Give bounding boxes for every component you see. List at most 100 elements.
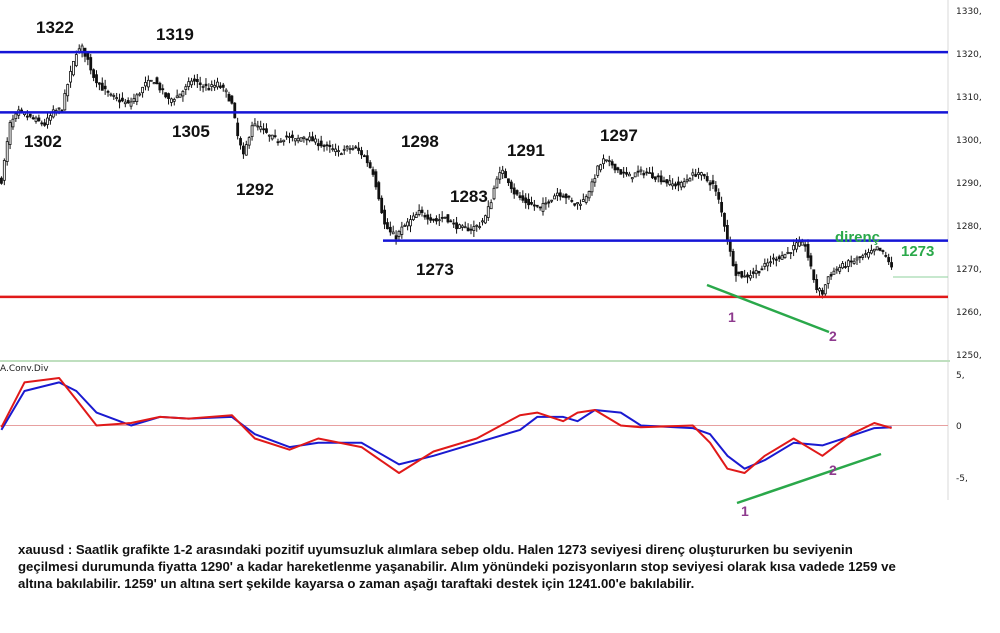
candle-body bbox=[725, 225, 729, 241]
candle-body bbox=[100, 82, 104, 91]
candle-body bbox=[858, 256, 862, 259]
candle-body bbox=[218, 85, 222, 88]
candle-body bbox=[777, 256, 781, 260]
candle-body bbox=[622, 171, 626, 174]
candle-body bbox=[674, 183, 677, 187]
candle-body bbox=[504, 171, 507, 179]
candle-body bbox=[46, 117, 49, 125]
candle-body bbox=[158, 82, 162, 91]
candle-body bbox=[426, 214, 430, 220]
candle-body bbox=[697, 172, 700, 175]
candle-body bbox=[316, 143, 320, 147]
candle-body bbox=[806, 244, 810, 258]
candle-body bbox=[815, 279, 819, 291]
candle-body bbox=[754, 270, 758, 275]
candle-body bbox=[72, 60, 75, 76]
candle-body bbox=[841, 263, 844, 269]
candle-body bbox=[763, 263, 767, 267]
resistance-value-label: 1273 bbox=[901, 243, 934, 260]
candle-body bbox=[613, 163, 617, 171]
candle-body bbox=[849, 260, 853, 263]
candle-body bbox=[838, 267, 842, 272]
candle-body bbox=[633, 172, 637, 178]
candle-body bbox=[201, 85, 205, 88]
candle-body bbox=[262, 128, 265, 131]
candle-body bbox=[821, 289, 824, 295]
candle-body bbox=[619, 169, 623, 175]
candle-body bbox=[630, 177, 634, 180]
candle-body bbox=[155, 77, 159, 85]
candle-body bbox=[443, 216, 447, 219]
candle-body bbox=[57, 107, 61, 110]
candle-body bbox=[302, 136, 306, 139]
candle-body bbox=[492, 187, 496, 200]
candle-body bbox=[190, 80, 193, 86]
candle-body bbox=[723, 212, 726, 227]
candle-body bbox=[149, 79, 153, 82]
candle-body bbox=[339, 153, 343, 156]
chart: 1330, 1320, 1310, 1300, 1290, 1280, 1270… bbox=[0, 0, 982, 519]
candle-body bbox=[403, 225, 407, 227]
candle-body bbox=[829, 274, 833, 277]
price-tick: 1270, bbox=[956, 265, 982, 275]
candle-body bbox=[861, 255, 865, 258]
candle-body bbox=[532, 204, 536, 207]
candle-body bbox=[256, 125, 260, 128]
candle-body bbox=[521, 195, 525, 201]
candle-body bbox=[331, 148, 335, 151]
candle-body bbox=[342, 148, 346, 151]
candle-body bbox=[146, 79, 150, 88]
commentary-line: xauusd : Saatlik grafikte 1-2 arasındaki… bbox=[18, 542, 853, 557]
level-label-1297: 1297 bbox=[600, 126, 638, 145]
candle-body bbox=[37, 117, 41, 122]
candle-body bbox=[590, 181, 594, 193]
candle-body bbox=[846, 260, 850, 267]
price-tick: 1310, bbox=[956, 93, 982, 103]
candle-body bbox=[469, 228, 473, 231]
candle-body bbox=[420, 209, 424, 213]
candle-body bbox=[239, 138, 242, 146]
candle-body bbox=[328, 144, 332, 148]
candle-body bbox=[823, 284, 827, 295]
candle-body bbox=[11, 118, 15, 128]
commentary-line: geçilmesi durumunda fiyatta 1290' a kada… bbox=[18, 559, 896, 574]
candle-body bbox=[651, 172, 654, 179]
candle-body bbox=[123, 101, 127, 105]
candle-body bbox=[887, 257, 891, 263]
candle-body bbox=[169, 98, 173, 103]
candle-body bbox=[812, 269, 816, 281]
candle-body bbox=[161, 88, 165, 91]
candle-body bbox=[671, 183, 675, 187]
candle-body bbox=[844, 266, 847, 268]
candle-body bbox=[475, 224, 479, 227]
candle-body bbox=[380, 197, 384, 214]
candle-body bbox=[717, 192, 721, 200]
candle-body bbox=[783, 253, 787, 259]
level-label-1283: 1283 bbox=[450, 187, 488, 206]
candle-body bbox=[746, 274, 749, 278]
candle-body bbox=[665, 179, 669, 184]
candle-body bbox=[656, 175, 660, 178]
candle-body bbox=[668, 180, 672, 185]
price-divergence-point-1: 1 bbox=[728, 309, 736, 325]
candle-body bbox=[28, 113, 32, 117]
candle-body bbox=[233, 102, 237, 119]
candle-body bbox=[40, 122, 44, 125]
candle-body bbox=[890, 262, 893, 268]
candle-body bbox=[374, 171, 378, 188]
candle-body bbox=[855, 257, 859, 261]
candle-body bbox=[818, 288, 821, 292]
indicator-series-2 bbox=[0, 377, 892, 474]
candle-body bbox=[676, 181, 680, 186]
candle-body bbox=[653, 176, 657, 180]
candle-body bbox=[138, 93, 142, 96]
level-label-1273: 1273 bbox=[416, 260, 454, 279]
candle-body bbox=[466, 227, 470, 232]
candle-body bbox=[648, 172, 651, 174]
candle-body bbox=[311, 136, 314, 142]
candle-body bbox=[700, 172, 703, 176]
indicator-tick: -5, bbox=[956, 474, 968, 484]
candle-body bbox=[639, 169, 643, 172]
candle-body bbox=[5, 141, 9, 162]
price-divergence-point-2: 2 bbox=[829, 328, 837, 344]
